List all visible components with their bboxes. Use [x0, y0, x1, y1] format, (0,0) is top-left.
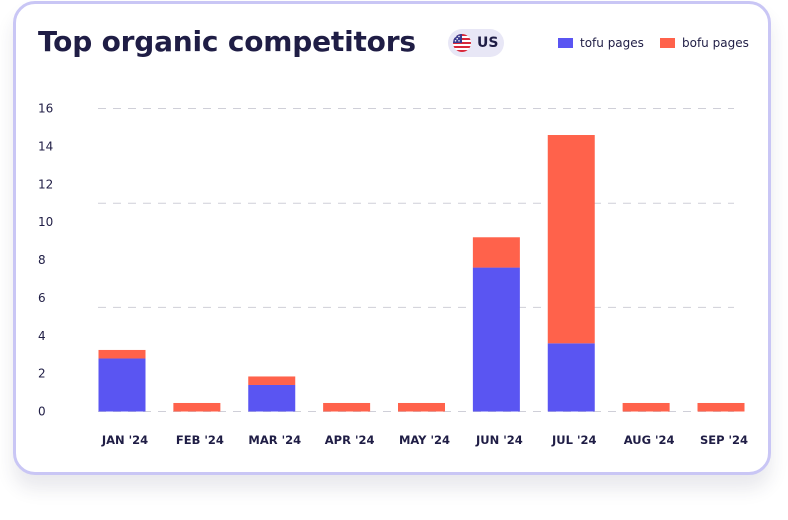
bar-tofu [547, 343, 595, 412]
y-tick-label: 2 [38, 367, 46, 381]
x-tick-label: JUN '24 [475, 433, 523, 447]
legend-item-tofu: tofu pages [558, 36, 644, 50]
x-tick-label: JAN '24 [101, 433, 148, 447]
x-tick-label: SEP '24 [700, 433, 748, 447]
y-tick-label: 16 [38, 102, 53, 116]
region-selector[interactable]: US [448, 29, 504, 57]
bar-bofu [173, 402, 221, 412]
y-tick-label: 10 [38, 215, 53, 229]
y-tick-label: 12 [38, 177, 53, 191]
x-tick-label: JUL '24 [551, 433, 596, 447]
bar-bofu [323, 402, 371, 412]
bar-bofu [622, 402, 670, 412]
legend-swatch-tofu [558, 38, 573, 48]
y-tick-label: 6 [38, 291, 46, 305]
x-tick-label: MAR '24 [248, 433, 301, 447]
x-tick-label: FEB '24 [176, 433, 224, 447]
bar-tofu [98, 358, 146, 412]
legend-label-bofu: bofu pages [682, 36, 749, 50]
bar-bofu [248, 376, 296, 385]
legend-swatch-bofu [660, 38, 675, 48]
bar-bofu [472, 237, 520, 268]
x-tick-label: APR '24 [325, 433, 375, 447]
region-label: US [477, 35, 499, 51]
y-tick-label: 0 [38, 405, 46, 419]
bar-bofu [398, 402, 445, 412]
y-tick-label: 14 [38, 139, 53, 153]
legend-item-bofu: bofu pages [660, 36, 749, 50]
bar-bofu [697, 402, 745, 412]
y-tick-label: 8 [38, 253, 46, 267]
chart-title: Top organic competitors [38, 25, 416, 58]
legend-label-tofu: tofu pages [580, 36, 644, 50]
x-tick-label: AUG '24 [624, 433, 675, 447]
y-tick-label: 4 [38, 329, 46, 343]
us-flag-icon [453, 34, 471, 52]
bar-tofu [248, 384, 296, 412]
bar-bofu [547, 135, 595, 344]
x-tick-label: MAY '24 [399, 433, 450, 447]
bar-tofu [472, 267, 520, 412]
bar-bofu [98, 349, 146, 359]
